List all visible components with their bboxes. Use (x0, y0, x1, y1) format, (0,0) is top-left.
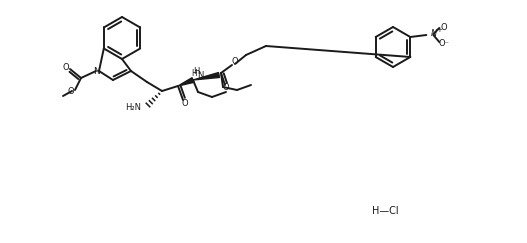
Text: O: O (440, 24, 447, 33)
Text: H: H (191, 69, 197, 78)
Text: N: N (431, 29, 436, 38)
Text: O: O (223, 84, 229, 93)
Text: +: + (436, 27, 442, 33)
Text: N: N (197, 70, 203, 79)
Text: N: N (94, 67, 100, 76)
Text: O⁻: O⁻ (439, 40, 450, 49)
Text: H—Cl: H—Cl (372, 206, 398, 216)
Text: O: O (63, 63, 70, 72)
Text: O: O (182, 98, 188, 107)
Text: H: H (193, 67, 199, 76)
Text: H₂N: H₂N (125, 103, 141, 112)
Polygon shape (178, 78, 194, 86)
Text: O: O (67, 87, 74, 96)
Text: O: O (232, 58, 238, 67)
Polygon shape (193, 73, 219, 80)
